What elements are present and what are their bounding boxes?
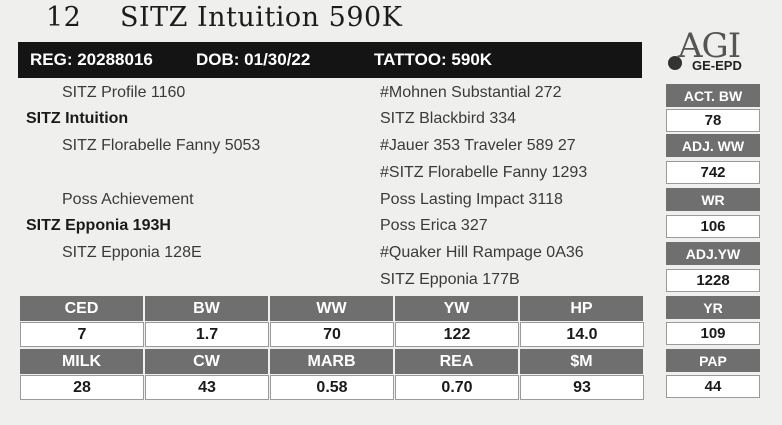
tattoo: TATTOO: 590K [374,50,493,69]
ww-value: 70 [270,322,394,347]
milk-value: 28 [20,375,144,400]
pap-value: 44 [666,375,760,398]
pedigree-ancestor: Poss Erica 327 [380,217,488,234]
adj-yw-label: ADJ.YW [666,242,760,265]
lot-title: 12 SITZ Intuition 590K [46,2,402,33]
cw-value: 43 [145,375,269,400]
pedigree-ancestor: #Quaker Hill Rampage 0A36 [380,244,584,261]
ced-value: 7 [20,322,144,347]
rea-value: 0.70 [395,375,519,400]
dollar-m-label: $M [520,349,645,374]
rea-label: REA [395,349,520,374]
ced-label: CED [20,296,145,321]
pedigree-ancestor: #SITZ Florabelle Fanny 1293 [380,164,588,181]
epd-header-row: CED BW WW YW HP [20,296,645,321]
pap-label: PAP [666,349,760,372]
adj-ww-value: 742 [666,161,760,184]
bw-label: BW [145,296,270,321]
agi-logo: AGI GE-EPD [664,26,764,74]
milk-label: MILK [20,349,145,374]
date-of-birth: DOB: 01/30/22 [196,50,311,69]
dam-dam: SITZ Epponia 128E [62,244,202,261]
yw-label: YW [395,296,520,321]
pedigree-ancestor: SITZ Blackbird 334 [380,110,517,127]
id-bar: REG: 20288016 DOB: 01/30/22 TATTOO: 590K [18,42,642,78]
pedigree-ancestor: #Mohnen Substantial 272 [380,84,562,101]
logo-dot-icon [668,56,682,70]
cw-label: CW [145,349,270,374]
marb-value: 0.58 [270,375,394,400]
hp-label: HP [520,296,645,321]
epd-header-row: MILK CW MARB REA $M [20,349,645,374]
yr-value: 109 [666,322,760,345]
dollar-m-value: 93 [520,375,644,400]
yw-value: 122 [395,322,519,347]
act-bw-label: ACT. BW [666,84,760,107]
pedigree-ancestor: #Jauer 353 Traveler 589 27 [380,137,576,154]
lot-number: 12 [46,2,82,33]
epd-value-row: 7 1.7 70 122 14.0 [20,322,645,347]
ww-label: WW [270,296,395,321]
pedigree-ancestor: Poss Lasting Impact 3118 [380,191,563,208]
wr-value: 106 [666,215,760,238]
sire-sire: SITZ Profile 1160 [62,84,186,101]
bw-value: 1.7 [145,322,269,347]
sire-dam: SITZ Florabelle Fanny 5053 [62,137,261,154]
dam: SITZ Epponia 193H [26,217,171,234]
adj-yw-value: 1228 [666,269,760,292]
animal-name: SITZ Intuition 590K [120,2,403,33]
pedigree-ancestor: SITZ Epponia 177B [380,271,520,288]
sire: SITZ Intuition [26,110,129,127]
hp-value: 14.0 [520,322,644,347]
marb-label: MARB [270,349,395,374]
dam-sire: Poss Achievement [62,191,194,208]
registration-number: REG: 20288016 [30,50,153,69]
wr-label: WR [666,188,760,211]
yr-label: YR [666,296,760,319]
act-bw-value: 78 [666,109,760,132]
epd-value-row: 28 43 0.58 0.70 93 [20,375,645,400]
adj-ww-label: ADJ. WW [666,134,760,157]
